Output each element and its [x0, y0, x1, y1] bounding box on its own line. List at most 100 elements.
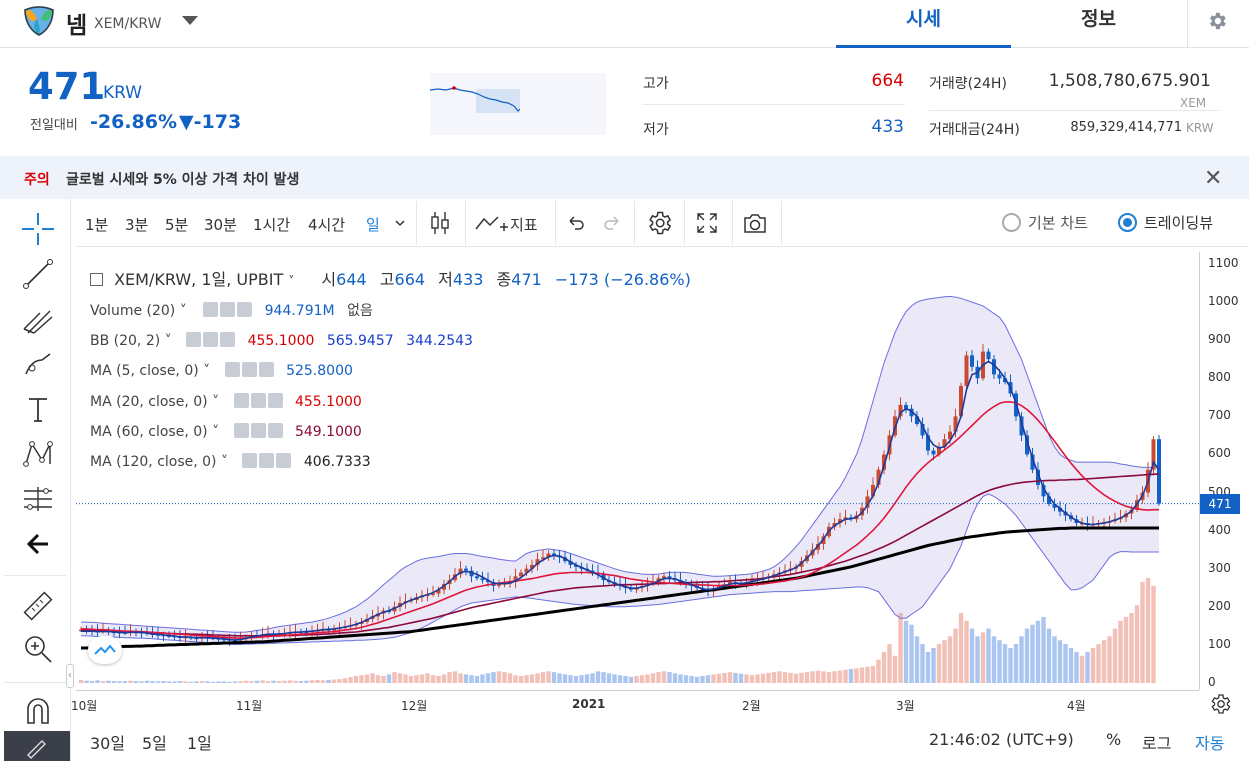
- legend-close-label: 종: [496, 270, 512, 289]
- chart-settings-gear-icon[interactable]: [645, 209, 673, 237]
- volume-bar: [155, 681, 161, 683]
- volume-bar: [342, 678, 348, 683]
- text-tool-icon[interactable]: [20, 391, 56, 427]
- volume-bar: [513, 675, 518, 683]
- interval-3m[interactable]: 3분: [125, 216, 149, 234]
- fullscreen-icon[interactable]: [695, 211, 719, 235]
- volume-bar: [832, 671, 837, 683]
- candle-type-icon[interactable]: [428, 210, 452, 236]
- volume-bar: [309, 680, 315, 683]
- remove-icon[interactable]: [267, 393, 283, 408]
- eye-icon[interactable]: [242, 453, 258, 468]
- candle-body: [1041, 484, 1046, 497]
- interval-5m[interactable]: 5분: [165, 216, 189, 234]
- eye-icon[interactable]: [233, 423, 249, 438]
- tradingview-radio[interactable]: [1118, 213, 1137, 232]
- axis-settings-gear-icon[interactable]: [1208, 692, 1232, 716]
- gear-icon[interactable]: [220, 302, 236, 317]
- volume-bar: [1068, 648, 1074, 683]
- eye-icon[interactable]: [186, 332, 202, 347]
- price-axis[interactable]: 1100 1000 900 800 700 600 500 400 300 200 100 0 471: [1199, 252, 1249, 690]
- price-chart[interactable]: XEM/KRW, 1일, UPBIT ˅ 시644 고664 저433 종471…: [76, 252, 1199, 690]
- arrow-left-icon[interactable]: [20, 526, 56, 562]
- current-price-tag: 471: [1200, 494, 1240, 514]
- legend-bb-name[interactable]: BB (20, 2): [90, 333, 161, 349]
- legend-ma120-name[interactable]: MA (120, close, 0): [90, 454, 217, 470]
- close-icon[interactable]: ✕: [1204, 166, 1223, 191]
- gear-icon[interactable]: [250, 393, 266, 408]
- indicator-icon[interactable]: [474, 211, 508, 235]
- tradingview-logo[interactable]: [88, 636, 122, 664]
- pattern-icon[interactable]: [20, 436, 56, 472]
- log-toggle[interactable]: 로그: [1142, 734, 1172, 753]
- interval-1d[interactable]: 일: [366, 216, 380, 234]
- chevron-down-icon[interactable]: [394, 217, 406, 229]
- time-tick-label: 11월: [236, 699, 263, 713]
- eye-icon[interactable]: [203, 302, 219, 317]
- remove-icon[interactable]: [220, 332, 236, 347]
- tab-info[interactable]: 정보: [1081, 8, 1116, 30]
- brush-icon[interactable]: [20, 346, 56, 382]
- legend-volume-name[interactable]: Volume (20): [90, 303, 176, 319]
- volume-bar: [144, 680, 150, 683]
- remove-icon[interactable]: [237, 302, 253, 317]
- eye-icon[interactable]: [224, 362, 240, 377]
- candle-body: [838, 519, 842, 523]
- tradingview-label[interactable]: 트레이딩뷰: [1144, 214, 1214, 232]
- time-axis[interactable]: 10월 11월 12월 2021 2월 3월 4월: [71, 690, 1199, 718]
- clock-time[interactable]: 21:46:02 (UTC+9): [929, 730, 1074, 749]
- volume-bar: [392, 672, 397, 683]
- range-1d[interactable]: 1일: [187, 734, 212, 753]
- volume-bar: [375, 675, 381, 683]
- eye-icon[interactable]: [233, 393, 249, 408]
- interval-1h[interactable]: 1시간: [253, 216, 291, 234]
- volume-bar: [260, 680, 265, 683]
- legend-bb-upper: 565.9457: [326, 333, 394, 349]
- camera-icon[interactable]: [742, 211, 768, 235]
- interval-30m[interactable]: 30분: [204, 216, 237, 234]
- gear-icon[interactable]: [259, 453, 275, 468]
- gear-icon[interactable]: [241, 362, 257, 377]
- redo-icon[interactable]: [602, 213, 622, 233]
- crosshair-icon[interactable]: [20, 211, 56, 247]
- legend-ma60-name[interactable]: MA (60, close, 0): [90, 424, 208, 440]
- collapse-legend-icon[interactable]: [90, 273, 103, 286]
- legend-dropdown-icon[interactable]: ˅: [288, 274, 295, 288]
- range-30d[interactable]: 30일: [90, 734, 126, 753]
- basic-chart-label[interactable]: 기본 차트: [1028, 214, 1088, 232]
- volume-bar: [661, 671, 667, 683]
- remove-icon[interactable]: [267, 423, 283, 438]
- coin-select-dropdown-icon[interactable]: [182, 16, 198, 25]
- basic-chart-radio[interactable]: [1002, 213, 1021, 232]
- volume-bar: [980, 632, 986, 683]
- price-tick-label: 700: [1208, 408, 1231, 422]
- zoom-in-icon[interactable]: [20, 631, 56, 667]
- gear-icon[interactable]: [203, 332, 219, 347]
- indicator-label[interactable]: 지표: [510, 216, 538, 234]
- remove-icon[interactable]: [276, 453, 292, 468]
- gear-icon[interactable]: [250, 423, 266, 438]
- settings-button[interactable]: [1187, 0, 1249, 48]
- pitchfork-icon[interactable]: [20, 301, 56, 337]
- percent-toggle[interactable]: %: [1106, 730, 1122, 749]
- interval-4h[interactable]: 4시간: [308, 216, 346, 234]
- auto-toggle[interactable]: 자동: [1195, 734, 1225, 753]
- interval-1m[interactable]: 1분: [85, 216, 109, 234]
- chart-canvas[interactable]: [76, 252, 1199, 690]
- ruler-icon[interactable]: [20, 588, 56, 624]
- volume-bar: [590, 673, 595, 683]
- undo-icon[interactable]: [566, 213, 586, 233]
- remove-icon[interactable]: [258, 362, 274, 377]
- lock-drawings-button[interactable]: [4, 731, 70, 761]
- trend-line-icon[interactable]: [20, 256, 56, 292]
- tab-price[interactable]: 시세: [836, 0, 1011, 48]
- scroll-left-handle[interactable]: ‹: [66, 664, 74, 688]
- legend-ma20-name[interactable]: MA (20, close, 0): [90, 394, 208, 410]
- prediction-icon[interactable]: [20, 481, 56, 517]
- magnet-icon[interactable]: [20, 693, 56, 729]
- range-5d[interactable]: 5일: [142, 734, 167, 753]
- volume-bar: [447, 672, 452, 683]
- legend-ma5-name[interactable]: MA (5, close, 0): [90, 363, 199, 379]
- legend-close: 471: [511, 270, 542, 289]
- volume-bar: [689, 676, 694, 683]
